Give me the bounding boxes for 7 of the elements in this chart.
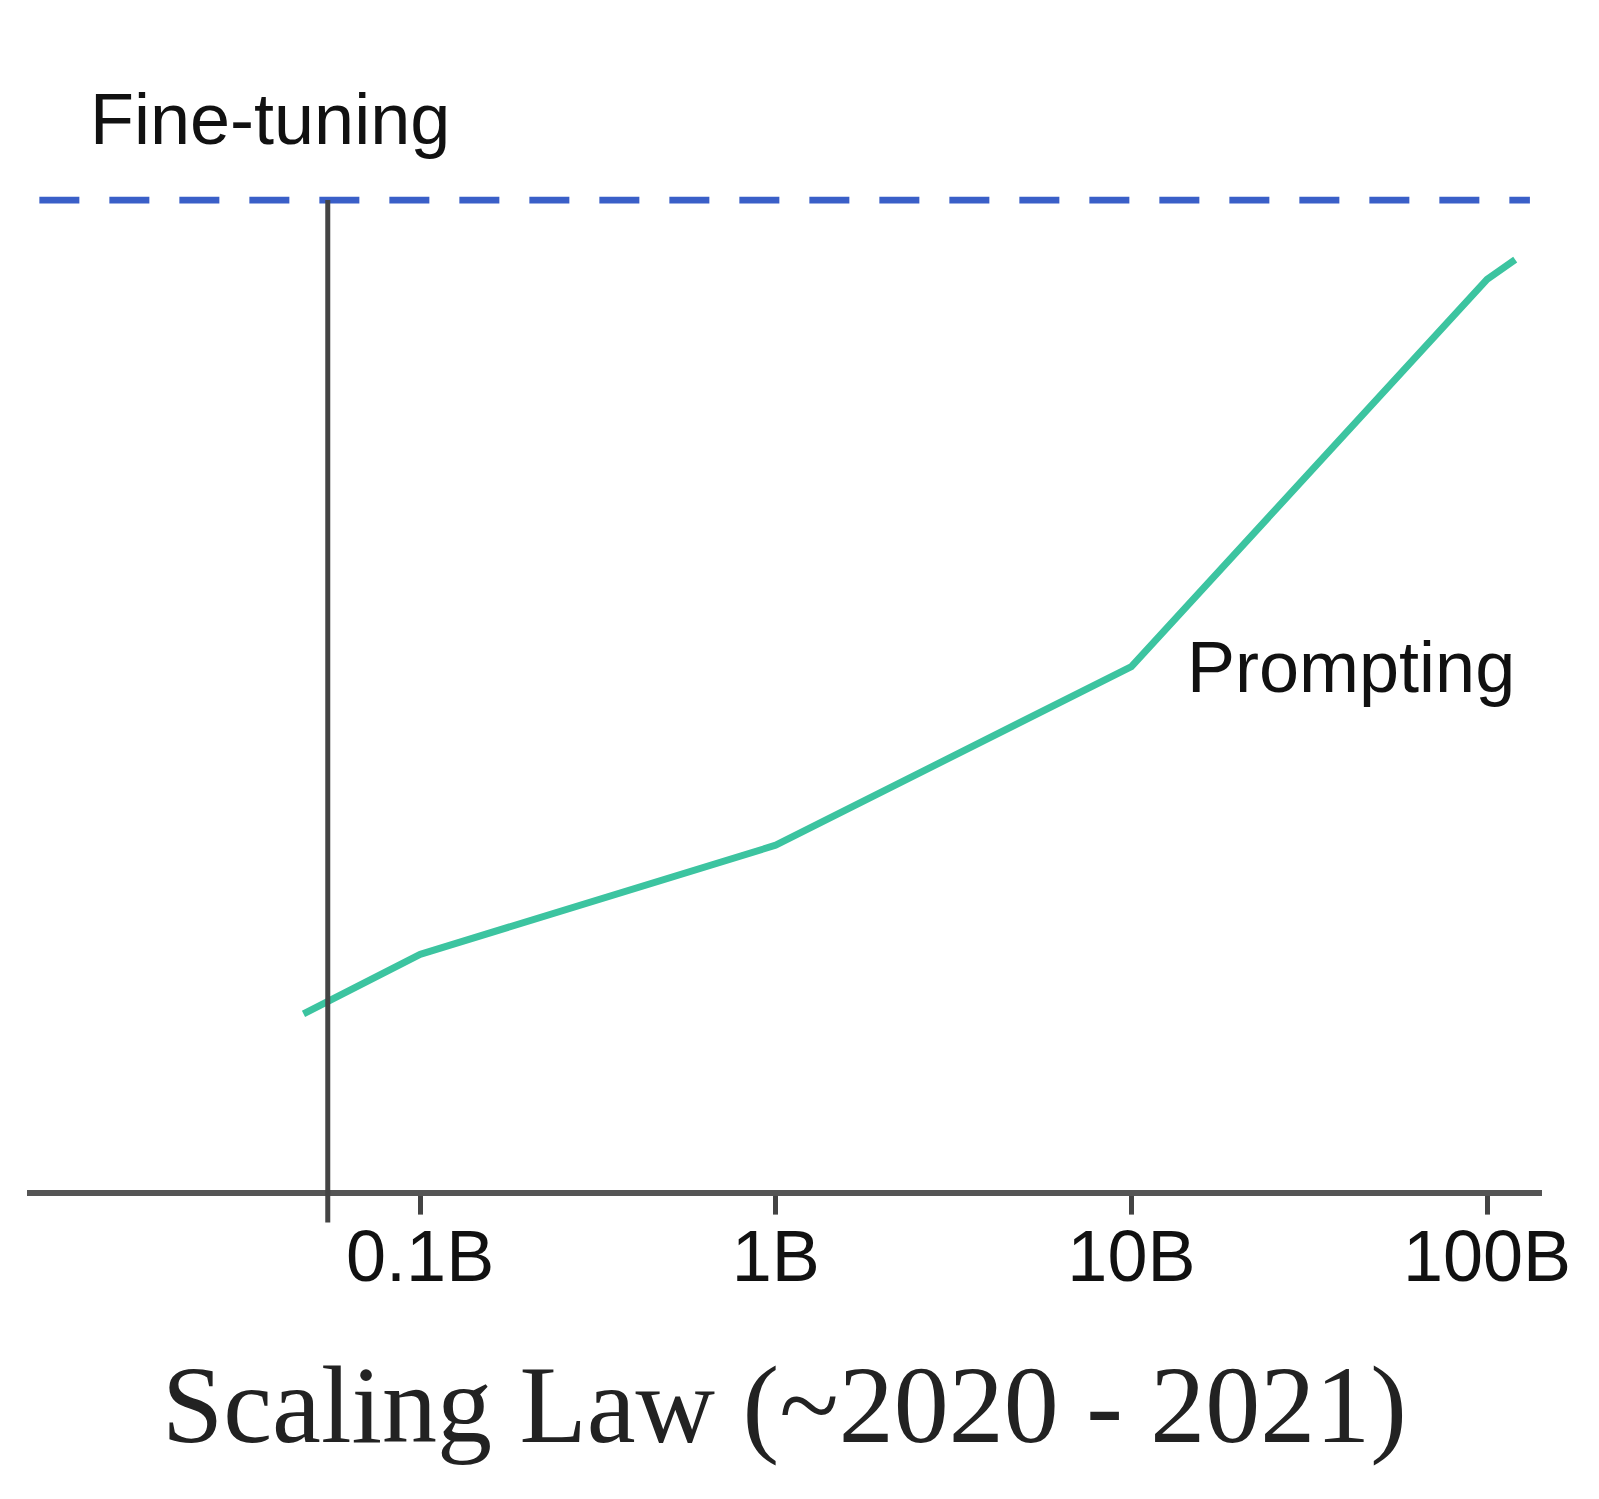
x-tick-label: 10B	[1067, 1215, 1196, 1296]
x-tick-label: 0.1B	[346, 1215, 495, 1296]
series-label: Fine-tuning	[90, 78, 451, 159]
x-tick-label: 100B	[1402, 1215, 1572, 1296]
text: Scaling Law (~2020 - 2021)	[162, 1343, 1407, 1466]
x-tick-label: 1B	[731, 1215, 820, 1296]
series-label: Prompting	[1187, 626, 1516, 707]
